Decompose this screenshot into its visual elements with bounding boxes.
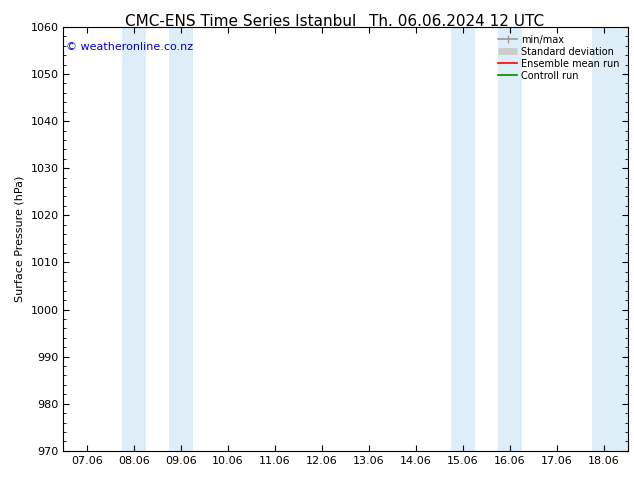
Legend: min/max, Standard deviation, Ensemble mean run, Controll run: min/max, Standard deviation, Ensemble me… bbox=[495, 32, 623, 83]
Text: © weatheronline.co.nz: © weatheronline.co.nz bbox=[66, 42, 193, 52]
Bar bbox=[498, 27, 522, 451]
Text: CMC-ENS Time Series Istanbul: CMC-ENS Time Series Istanbul bbox=[126, 14, 356, 29]
Bar bbox=[451, 27, 475, 451]
Bar bbox=[592, 27, 630, 451]
Y-axis label: Surface Pressure (hPa): Surface Pressure (hPa) bbox=[15, 176, 25, 302]
Bar bbox=[122, 27, 146, 451]
Bar bbox=[169, 27, 193, 451]
Text: Th. 06.06.2024 12 UTC: Th. 06.06.2024 12 UTC bbox=[369, 14, 544, 29]
